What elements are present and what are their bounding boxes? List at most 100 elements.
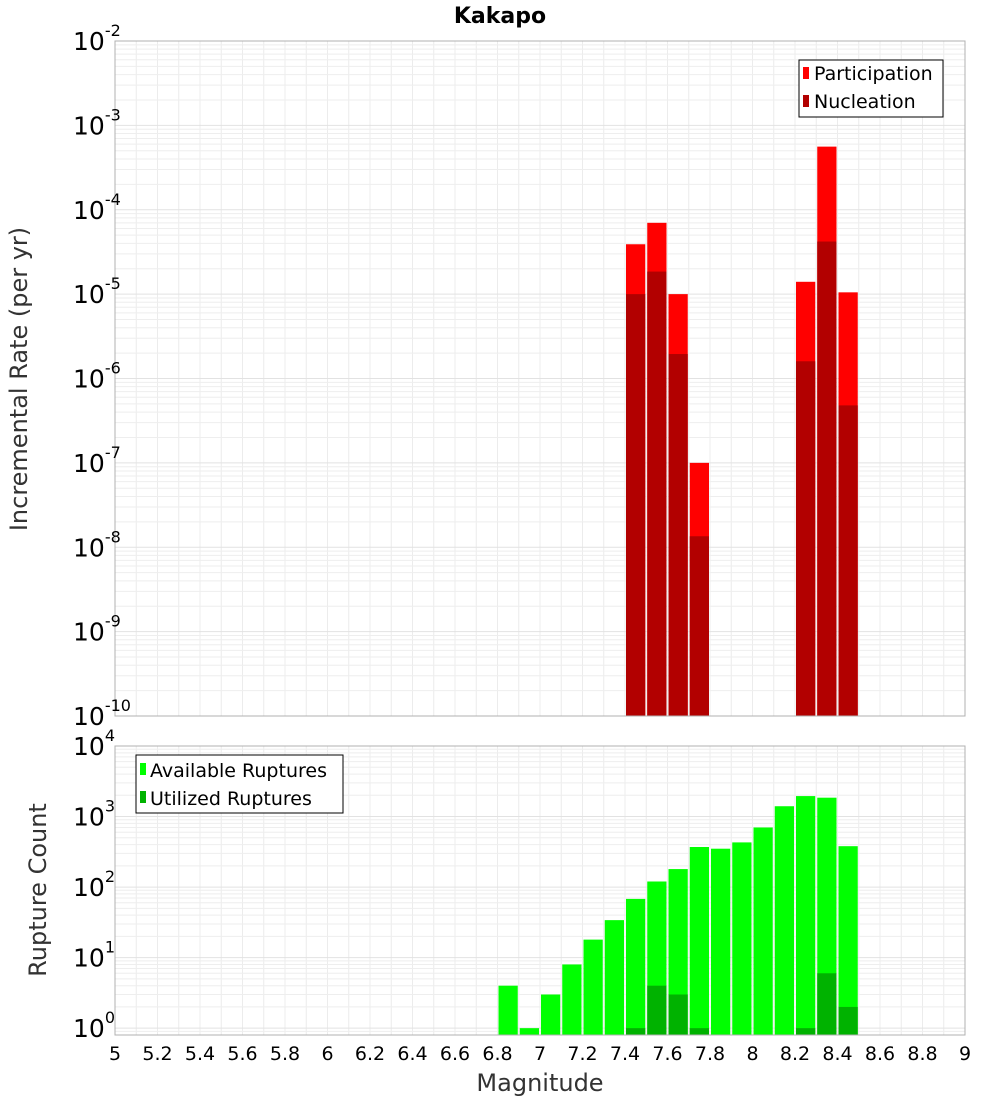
legend-participation-label: Participation	[814, 63, 933, 85]
x-axis-label: Magnitude	[476, 1069, 603, 1097]
count-y-tick-label: 104	[73, 726, 115, 761]
magnitude-tick-label: 8.4	[822, 1043, 852, 1065]
count-bar-available-ruptures	[562, 964, 582, 1035]
count-legend-box	[135, 754, 344, 814]
rate-y-tick-exponent: -5	[105, 274, 121, 293]
count-y-tick-label: 102	[73, 867, 115, 902]
magnitude-tick-label: 7.8	[695, 1043, 725, 1065]
magnitude-tick-label: 5.2	[142, 1043, 172, 1065]
count-bar-utilized-ruptures	[668, 994, 688, 1035]
rate-y-tick-label: 10-9	[73, 612, 121, 647]
rate-y-tick-exponent: -2	[105, 21, 121, 40]
rate-bars	[626, 146, 858, 717]
magnitude-tick-label: 6.2	[355, 1043, 385, 1065]
legend-available-swatch	[140, 763, 146, 775]
count-bar-available-ruptures	[774, 806, 794, 1035]
legend-nucleation-label: Nucleation	[814, 91, 916, 113]
rate-y-tick-label: 10-10	[73, 696, 131, 731]
rate-y-tick-label: 10-2	[73, 21, 121, 56]
count-bar-available-ruptures	[838, 846, 858, 1035]
rate-bar-nucleation	[817, 241, 837, 717]
rate-bar-nucleation	[647, 271, 667, 716]
count-legend: Available Ruptures Utilized Ruptures	[135, 754, 344, 814]
count-bar-utilized-ruptures	[817, 973, 837, 1035]
magnitude-tick-label: 8	[746, 1043, 758, 1065]
count-bar-available-ruptures	[732, 842, 752, 1035]
rate-y-tick-label: 10-5	[73, 274, 121, 309]
rate-panel: 10-2 10-3 10-4 10-5 10-6 10-7 10-8 10-9 10-10 In…	[5, 21, 966, 731]
magnitude-tick-label: 5	[109, 1043, 121, 1065]
count-bar-available-ruptures	[541, 994, 561, 1035]
count-y-tick-exponent: 2	[105, 867, 115, 886]
rate-y-axis-label: Incremental Rate (per yr)	[5, 227, 33, 531]
rate-y-tick-labels: 10-2 10-3 10-4 10-5 10-6 10-7 10-8 10-9 10-10	[73, 21, 131, 731]
count-bar-utilized-ruptures	[796, 1028, 816, 1035]
count-y-tick-label: 101	[73, 938, 115, 973]
rate-plot-border	[114, 40, 966, 717]
count-y-tick-label: 100	[73, 1008, 115, 1043]
rate-bar-nucleation	[668, 354, 688, 716]
rate-y-tick-exponent: -10	[105, 696, 131, 715]
rate-bar-nucleation	[838, 405, 858, 716]
rate-y-tick-exponent: -9	[105, 612, 121, 631]
count-y-tick-exponent: 0	[105, 1008, 115, 1027]
count-bars	[498, 796, 858, 1035]
rate-y-tick-exponent: -4	[105, 190, 121, 209]
rate-y-tick-label: 10-7	[73, 443, 121, 478]
count-bar-utilized-ruptures	[647, 985, 667, 1035]
magnitude-tick-label: 6.4	[397, 1043, 427, 1065]
count-bar-available-ruptures	[753, 827, 773, 1035]
rate-bar-nucleation	[796, 361, 816, 716]
rate-legend-box	[798, 59, 944, 118]
count-y-tick-exponent: 4	[105, 726, 115, 745]
magnitude-tick-label: 6.6	[440, 1043, 470, 1065]
magnitude-tick-label: 8.8	[907, 1043, 937, 1065]
magnitude-tick-labels: 5 5.2 5.4 5.6 5.8 6 6.2 6.4 6.6 6.8 7 7.2 7.4 7.6 7.8 8…	[109, 1043, 971, 1065]
rate-y-tick-label: 10-3	[73, 105, 121, 140]
count-bar-available-ruptures	[668, 869, 688, 1035]
rate-y-tick-label: 10-6	[73, 359, 121, 394]
count-bar-available-ruptures	[689, 847, 709, 1035]
rate-y-tick-exponent: -7	[105, 443, 121, 462]
magnitude-tick-label: 7.6	[652, 1043, 682, 1065]
legend-participation-swatch	[803, 67, 809, 79]
count-plot-border	[114, 745, 966, 1036]
rate-y-tick-exponent: -3	[105, 105, 121, 124]
rate-y-tick-exponent: -6	[105, 359, 121, 378]
rate-gridlines	[115, 41, 965, 717]
count-y-tick-label: 103	[73, 797, 115, 832]
count-y-tick-exponent: 1	[105, 938, 115, 957]
rate-y-tick-label: 10-4	[73, 190, 121, 225]
rate-bar-nucleation	[626, 294, 646, 716]
count-bar-available-ruptures	[626, 898, 646, 1035]
magnitude-tick-label: 9	[959, 1043, 971, 1065]
rate-legend: Participation Nucleation	[798, 59, 944, 118]
count-bar-available-ruptures	[796, 796, 816, 1035]
magnitude-tick-label: 6.8	[482, 1043, 512, 1065]
magnitude-tick-label: 7	[534, 1043, 546, 1065]
rate-bar-nucleation	[689, 536, 709, 716]
legend-utilized-swatch	[140, 791, 146, 803]
count-bar-available-ruptures	[711, 848, 731, 1035]
count-y-tick-exponent: 3	[105, 797, 115, 816]
legend-available-label: Available Ruptures	[150, 760, 327, 782]
count-bar-utilized-ruptures	[689, 1028, 709, 1035]
count-bar-available-ruptures	[583, 939, 603, 1035]
magnitude-tick-label: 8.2	[780, 1043, 810, 1065]
magnitude-tick-label: 7.4	[610, 1043, 640, 1065]
count-bar-available-ruptures	[519, 1028, 539, 1035]
rate-y-tick-exponent: -8	[105, 527, 121, 546]
magnitude-tick-label: 8.6	[865, 1043, 895, 1065]
chart-title: Kakapo	[454, 4, 546, 29]
magnitude-tick-label: 6	[321, 1043, 333, 1065]
magnitude-tick-label: 7.2	[567, 1043, 597, 1065]
rate-y-tick-label: 10-8	[73, 527, 121, 562]
magnitude-tick-label: 5.4	[185, 1043, 215, 1065]
legend-nucleation-swatch	[803, 95, 809, 107]
legend-utilized-label: Utilized Ruptures	[150, 788, 312, 810]
count-bar-available-ruptures	[604, 920, 624, 1035]
magnitude-tick-label: 5.6	[227, 1043, 257, 1065]
